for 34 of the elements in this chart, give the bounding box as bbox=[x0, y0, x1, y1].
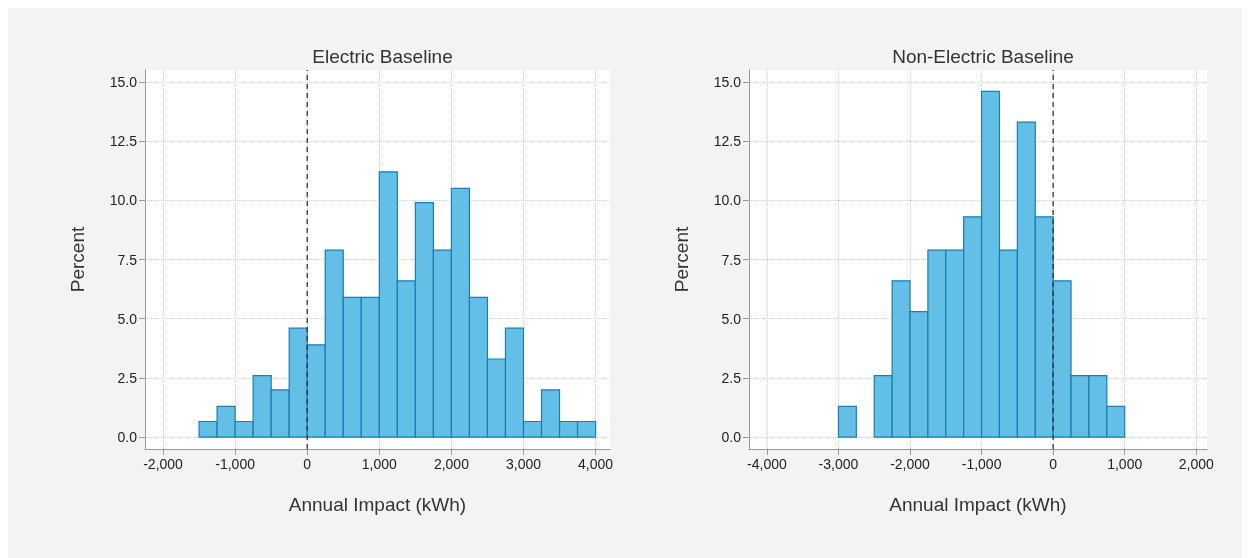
chart-title: Non-Electric Baseline bbox=[892, 46, 1074, 67]
x-axis-title: Annual Impact (kWh) bbox=[288, 494, 467, 515]
x-tick-label: -1,000 bbox=[961, 456, 1002, 472]
y-tick-label: 10.0 bbox=[713, 192, 742, 209]
y-tick-label: 12.5 bbox=[713, 133, 742, 150]
y-axis-title: Percent bbox=[671, 226, 692, 293]
x-tick-label: 0 bbox=[1049, 456, 1058, 472]
x-tick-label: 2,000 bbox=[1178, 456, 1214, 472]
y-tick-label: 2.5 bbox=[721, 369, 742, 386]
y-tick-label: 10.0 bbox=[109, 192, 138, 209]
x-tick-label: -4,000 bbox=[747, 456, 787, 472]
y-tick-label: 7.5 bbox=[117, 251, 138, 268]
y-tick-label: 7.5 bbox=[721, 251, 742, 268]
y-tick-label: 15.0 bbox=[713, 73, 742, 90]
x-axis-title: Annual Impact (kWh) bbox=[889, 494, 1067, 515]
x-tick-label: 3,000 bbox=[505, 456, 542, 472]
x-tick-label: 1,000 bbox=[1107, 456, 1143, 472]
x-tick-label: 0 bbox=[303, 456, 312, 472]
x-tick-label: -3,000 bbox=[818, 456, 859, 472]
y-axis-title: Percent bbox=[67, 226, 88, 293]
chart-title: Electric Baseline bbox=[312, 46, 453, 67]
x-tick-label: 1,000 bbox=[361, 456, 398, 472]
x-tick-label: -2,000 bbox=[890, 456, 931, 472]
y-tick-label: 5.0 bbox=[117, 310, 138, 327]
y-tick-label: 12.5 bbox=[109, 133, 138, 150]
y-tick-label: 0.0 bbox=[117, 429, 138, 446]
x-tick-label: -1,000 bbox=[215, 456, 256, 472]
x-tick-label: 4,000 bbox=[578, 456, 614, 472]
y-tick-label: 0.0 bbox=[721, 429, 742, 446]
y-tick-label: 15.0 bbox=[109, 73, 138, 90]
y-tick-label: 2.5 bbox=[117, 369, 138, 386]
y-tick-label: 5.0 bbox=[721, 310, 742, 327]
x-tick-label: 2,000 bbox=[433, 456, 470, 472]
x-tick-label: -2,000 bbox=[143, 456, 184, 472]
